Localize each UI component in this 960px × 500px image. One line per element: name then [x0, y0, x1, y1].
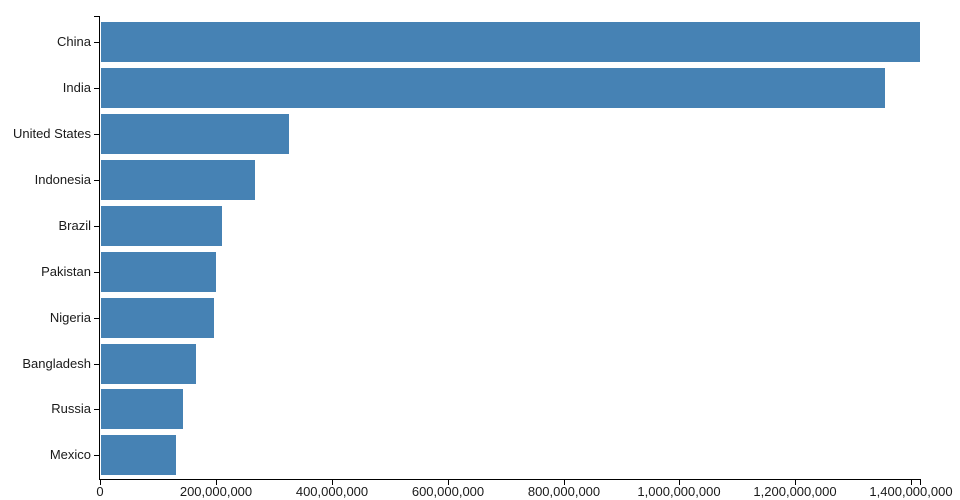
y-tick-brazil: [94, 226, 100, 227]
y-tick-united-states: [94, 134, 100, 135]
y-tick-label-china: China: [57, 34, 91, 49]
y-axis-top-cap: [94, 16, 100, 17]
x-tick-600-000-000: [448, 479, 449, 485]
y-tick-mexico: [94, 455, 100, 456]
y-tick-label-united-states: United States: [12, 126, 91, 141]
bar-russia: [101, 389, 183, 429]
y-tick-label-mexico: Mexico: [49, 447, 91, 462]
y-tick-pakistan: [94, 272, 100, 273]
x-tick-label-400-000-000: 400,000,000: [295, 484, 369, 499]
x-tick-label-0: 0: [96, 484, 104, 499]
bar-nigeria: [101, 298, 214, 338]
bar-indonesia: [101, 160, 255, 200]
x-tick-800-000-000: [564, 479, 565, 485]
x-tick-label-1-200-000-000: 1,200,000,000: [753, 484, 837, 499]
x-axis-right-cap: [920, 479, 921, 485]
x-axis-line: [99, 479, 921, 480]
x-tick-1-200-000-000: [795, 479, 796, 485]
x-tick-label-1-000-000-000: 1,000,000,000: [637, 484, 721, 499]
y-tick-russia: [94, 409, 100, 410]
bar-bangladesh: [101, 344, 196, 384]
x-tick-label-200-000-000: 200,000,000: [179, 484, 253, 499]
y-tick-label-russia: Russia: [51, 401, 91, 416]
x-tick-label-800-000-000: 800,000,000: [527, 484, 601, 499]
y-tick-label-bangladesh: Bangladesh: [22, 356, 91, 371]
y-tick-label-pakistan: Pakistan: [41, 264, 91, 279]
x-tick-400-000-000: [332, 479, 333, 485]
x-tick-0: [100, 479, 101, 485]
bar-brazil: [101, 206, 222, 246]
y-tick-india: [94, 88, 100, 89]
x-tick-label-600-000-000: 600,000,000: [411, 484, 485, 499]
bar-pakistan: [101, 252, 216, 292]
bar-india: [101, 68, 885, 108]
y-tick-nigeria: [94, 318, 100, 319]
x-tick-label-1-400-000-000: 1,400,000,000: [869, 484, 953, 499]
y-tick-label-indonesia: Indonesia: [34, 172, 91, 187]
y-tick-label-nigeria: Nigeria: [49, 310, 91, 325]
y-axis-line: [99, 16, 100, 479]
y-tick-label-brazil: Brazil: [58, 218, 91, 233]
y-tick-indonesia: [94, 180, 100, 181]
x-tick-1-000-000-000: [679, 479, 680, 485]
x-tick-200-000-000: [216, 479, 217, 485]
y-tick-bangladesh: [94, 364, 100, 365]
y-tick-china: [94, 42, 100, 43]
bar-united-states: [101, 114, 289, 154]
x-tick-1-400-000-000: [911, 479, 912, 485]
y-tick-label-india: India: [62, 80, 91, 95]
bar-china: [101, 22, 920, 62]
bar-mexico: [101, 435, 176, 475]
